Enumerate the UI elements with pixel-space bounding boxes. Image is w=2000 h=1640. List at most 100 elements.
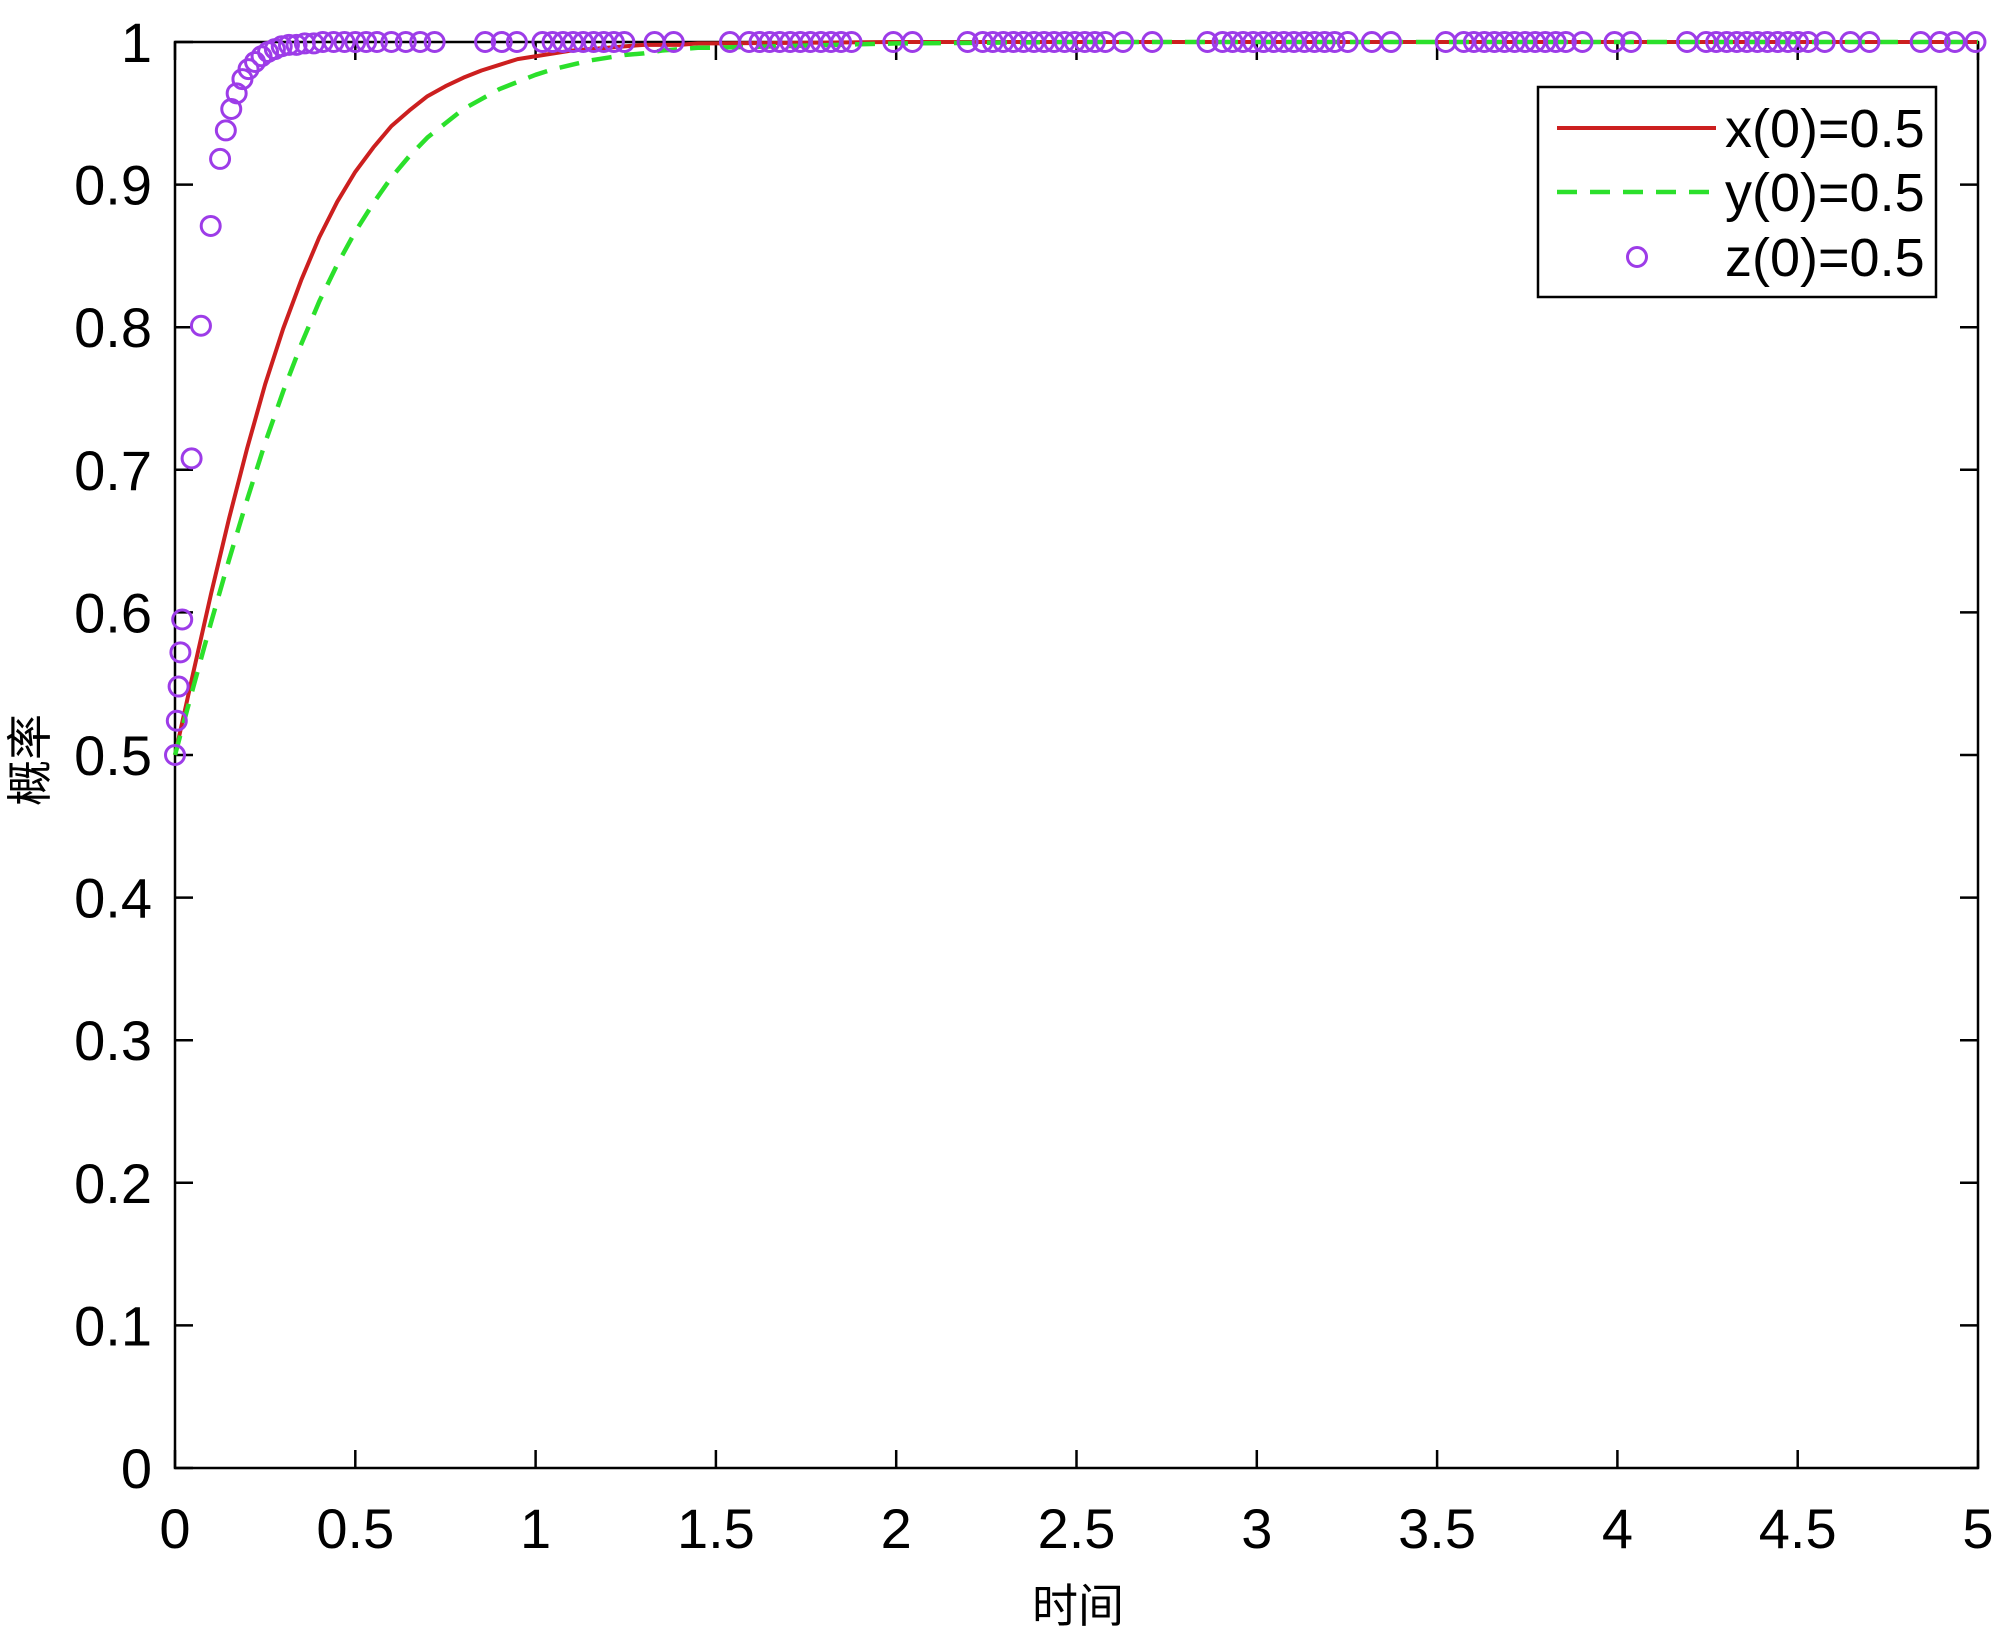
data-point-marker xyxy=(572,31,595,53)
x-axis-title: 时间 xyxy=(1032,1580,1124,1632)
x-tick-label: 4.5 xyxy=(1759,1497,1837,1560)
data-point-marker xyxy=(1554,31,1577,53)
data-point-marker xyxy=(409,31,432,53)
data-point-marker xyxy=(1735,31,1758,53)
x-tick-label: 2 xyxy=(881,1497,912,1560)
data-point-marker xyxy=(1943,31,1966,53)
data-point-marker xyxy=(1073,31,1096,53)
data-point-marker xyxy=(189,314,212,337)
data-point-marker xyxy=(1196,31,1219,53)
data-point-marker xyxy=(394,31,417,53)
data-point-marker xyxy=(474,31,497,53)
data-point-marker xyxy=(1928,31,1951,53)
data-point-marker xyxy=(1524,31,1547,53)
data-point-marker xyxy=(165,709,188,732)
data-point-marker xyxy=(1503,31,1526,53)
data-point-marker xyxy=(344,31,367,53)
x-tick-label: 3.5 xyxy=(1398,1497,1476,1560)
data-point-marker xyxy=(819,31,842,53)
data-point-marker xyxy=(1313,31,1336,53)
data-point-marker xyxy=(180,447,203,470)
data-point-marker xyxy=(789,31,812,53)
data-point-marker xyxy=(768,31,791,53)
data-point-marker xyxy=(1282,31,1305,53)
x-tick-label: 2.5 xyxy=(1038,1497,1116,1560)
data-point-marker xyxy=(1323,31,1346,53)
data-point-marker xyxy=(1141,31,1164,53)
x-tick-label: 1 xyxy=(520,1497,551,1560)
data-point-marker xyxy=(1571,31,1594,53)
y-tick-label: 0.9 xyxy=(74,154,152,217)
legend-label-x: x(0)=0.5 xyxy=(1725,99,1925,159)
data-point-marker xyxy=(277,33,300,56)
data-point-marker xyxy=(613,31,636,53)
legend-swatch-z-marker xyxy=(1626,246,1648,268)
data-point-marker xyxy=(1797,31,1820,53)
data-point-marker xyxy=(830,31,853,53)
data-point-marker xyxy=(971,31,994,53)
data-point-marker xyxy=(1379,31,1402,53)
data-point-marker xyxy=(956,31,979,53)
legend-label-y: y(0)=0.5 xyxy=(1725,163,1925,223)
x-tick-label: 3 xyxy=(1241,1497,1272,1560)
series-line-1 xyxy=(172,39,1978,756)
data-point-marker xyxy=(333,31,356,53)
legend: x(0)=0.5 y(0)=0.5 z(0)=0.5 xyxy=(1536,85,1938,299)
series-markers-2 xyxy=(164,31,1987,766)
data-point-marker xyxy=(1221,31,1244,53)
data-point-marker xyxy=(1620,31,1643,53)
data-point-marker xyxy=(901,31,924,53)
y-tick-label: 0.8 xyxy=(74,296,152,359)
data-point-marker xyxy=(490,31,513,53)
data-point-marker xyxy=(1695,31,1718,53)
y-tick-label: 0.4 xyxy=(74,867,152,930)
data-point-marker xyxy=(1813,31,1836,53)
legend-box xyxy=(1536,85,1938,299)
data-point-marker xyxy=(423,31,446,53)
data-point-marker xyxy=(164,744,186,766)
plot-series xyxy=(164,31,1987,766)
data-point-marker xyxy=(1787,31,1810,53)
data-point-marker xyxy=(541,31,564,53)
data-point-marker xyxy=(169,641,192,664)
x-tick-label: 1.5 xyxy=(677,1497,755,1560)
data-point-marker xyxy=(505,31,528,53)
x-tick-label: 5 xyxy=(1962,1497,1993,1560)
y-tick-label: 0.7 xyxy=(74,439,152,502)
tick-labels: 0 0.5 1 1.5 2 2.5 3 3.5 4 4.5 5 0 0.1 0.2 0.3 0.4 0.5 0.6… xyxy=(74,11,1993,1560)
y-tick-label: 0.1 xyxy=(74,1294,152,1357)
data-point-marker xyxy=(1725,31,1748,53)
data-point-marker xyxy=(1766,31,1789,53)
y-tick-label: 0.6 xyxy=(74,581,152,644)
y-tick-label: 0.3 xyxy=(74,1009,152,1072)
data-point-marker xyxy=(1462,31,1485,53)
data-point-marker xyxy=(1756,31,1779,53)
data-point-marker xyxy=(322,31,345,53)
x-tick-label: 0.5 xyxy=(316,1497,394,1560)
data-point-marker xyxy=(1043,31,1066,53)
data-point-marker xyxy=(1544,31,1567,53)
data-point-marker xyxy=(209,147,232,170)
data-point-marker xyxy=(365,31,388,53)
data-point-marker xyxy=(1083,31,1106,53)
data-point-marker xyxy=(1242,31,1265,53)
data-point-marker xyxy=(1002,31,1025,53)
data-point-marker xyxy=(562,31,585,53)
data-point-marker xyxy=(1211,31,1234,53)
data-point-marker xyxy=(380,31,403,53)
data-point-marker xyxy=(199,214,222,237)
y-tick-label: 0 xyxy=(121,1437,152,1500)
data-point-marker xyxy=(662,31,685,53)
data-point-marker xyxy=(355,31,378,53)
data-point-marker xyxy=(225,82,248,105)
legend-label-z: z(0)=0.5 xyxy=(1725,228,1925,288)
data-point-marker xyxy=(1272,31,1295,53)
data-point-marker xyxy=(1705,31,1728,53)
data-point-marker xyxy=(840,31,863,53)
data-point-marker xyxy=(1534,31,1557,53)
data-point-marker xyxy=(602,31,625,53)
data-point-marker xyxy=(592,31,615,53)
data-point-marker xyxy=(311,31,334,53)
y-axis-title: 概率 xyxy=(4,714,56,806)
data-point-marker xyxy=(1452,31,1475,53)
